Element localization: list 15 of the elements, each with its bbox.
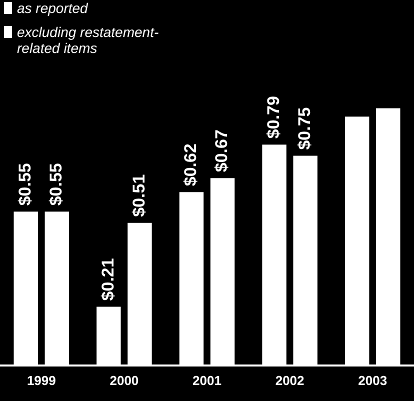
data-label: $0.21 xyxy=(98,258,118,301)
data-label: $0.55 xyxy=(46,163,66,206)
data-label: $0.51 xyxy=(129,174,148,217)
legend-label: as reported xyxy=(17,0,88,16)
data-label: $0.67 xyxy=(212,130,232,172)
x-tick-label: 1999 xyxy=(26,372,56,388)
data-label: $0.62 xyxy=(181,144,200,186)
x-tick-label: 2001 xyxy=(192,372,222,388)
x-tick-label: 2002 xyxy=(275,372,304,388)
x-tick-label: 2000 xyxy=(110,372,139,388)
legend-label: excluding restatement-related items xyxy=(17,24,160,56)
data-label: $0.75 xyxy=(295,107,314,150)
data-label: $0.55 xyxy=(16,163,35,206)
data-label: $0.79 xyxy=(264,96,283,139)
x-tick-label: 2003 xyxy=(358,372,388,388)
